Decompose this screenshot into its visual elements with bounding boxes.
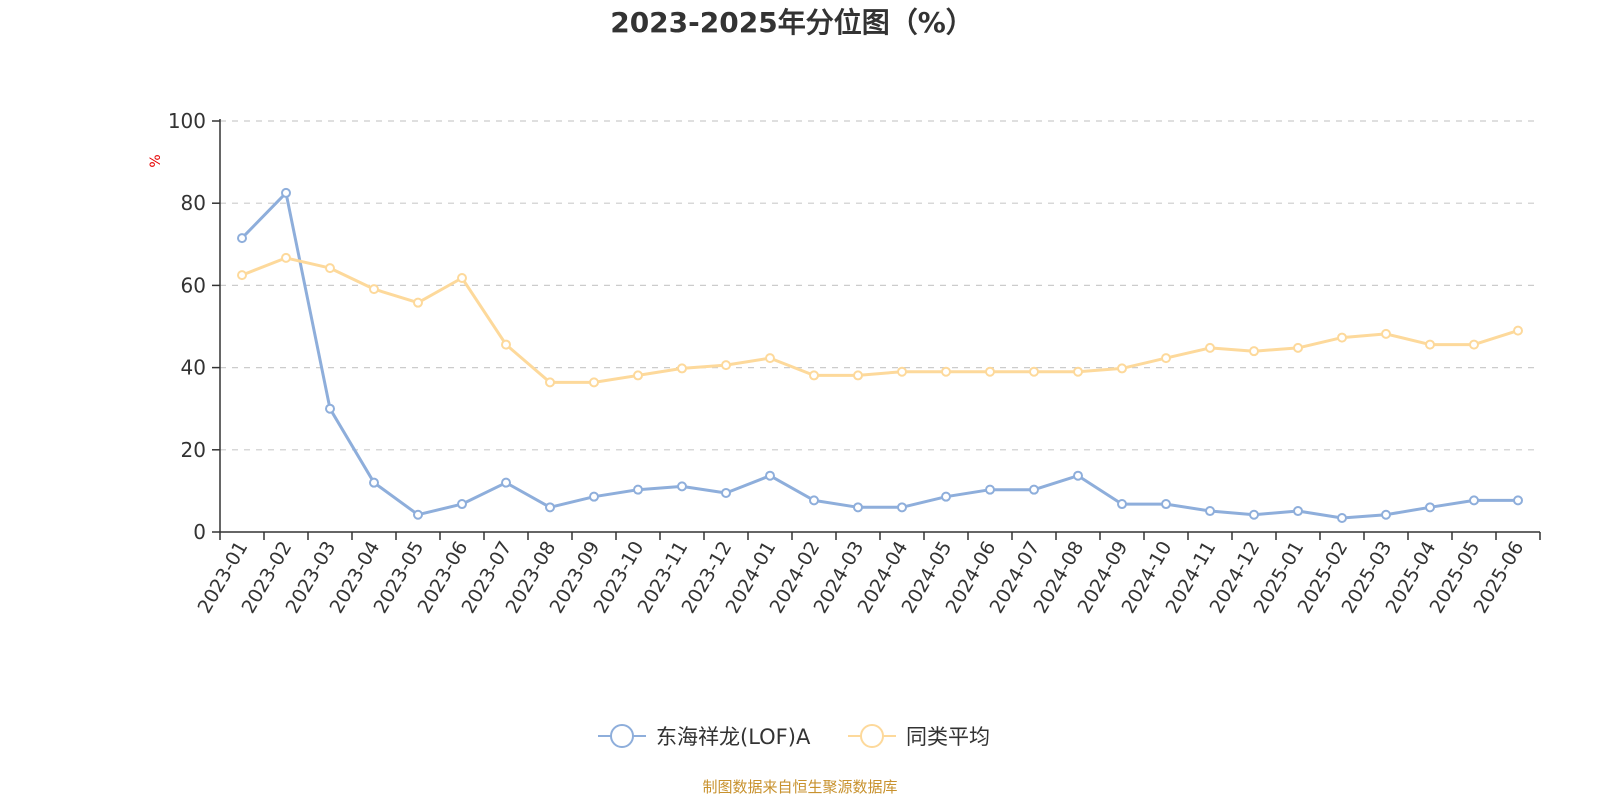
- data-point: [633, 370, 643, 381]
- data-point: [501, 477, 511, 488]
- chart-title: 2023-2025年分位图（%）: [610, 6, 974, 39]
- data-point: [1249, 509, 1259, 520]
- data-point: [589, 491, 599, 502]
- data-point: [1337, 513, 1347, 524]
- legend-item-1[interactable]: 东海祥龙(LOF)A: [598, 724, 811, 749]
- y-tick-label: 20: [181, 438, 206, 462]
- series-line-1: [240, 191, 1518, 520]
- data-point: [1469, 339, 1479, 350]
- data-point: [325, 263, 335, 274]
- data-point: [589, 377, 599, 388]
- data-point: [985, 484, 995, 495]
- data-point: [1029, 484, 1039, 495]
- data-point: [853, 502, 863, 513]
- data-point: [765, 353, 775, 364]
- data-point: [1425, 502, 1435, 513]
- data-point: [677, 363, 687, 374]
- data-point: [281, 187, 291, 198]
- data-point: [1117, 363, 1127, 374]
- data-point: [545, 377, 555, 388]
- data-point: [941, 366, 951, 377]
- data-point: [1381, 328, 1391, 339]
- legend-label: 同类平均: [906, 725, 990, 749]
- data-point: [1161, 499, 1171, 510]
- data-point: [809, 370, 819, 381]
- series-line-2: [241, 256, 1519, 384]
- x-axis-ticks: 2023-012023-022023-032023-042023-052023-…: [194, 532, 1541, 617]
- data-point: [1029, 366, 1039, 377]
- data-point: [633, 484, 643, 495]
- legend[interactable]: 东海祥龙(LOF)A 同类平均: [598, 724, 990, 749]
- data-point: [765, 470, 775, 481]
- legend-marker: [610, 724, 634, 748]
- data-point: [1205, 506, 1215, 517]
- data-point: [1425, 339, 1435, 350]
- legend-label: 东海祥龙(LOF)A: [656, 725, 811, 749]
- data-point: [1073, 366, 1083, 377]
- data-point: [1161, 353, 1171, 364]
- data-point: [897, 366, 907, 377]
- data-point: [1117, 499, 1127, 510]
- y-tick-label: 60: [181, 273, 206, 297]
- data-point: [1293, 506, 1303, 517]
- data-point: [1469, 495, 1479, 506]
- y-tick-label: 100: [168, 109, 206, 133]
- y-axis-ticks: 0 20 40 60 80 100: [168, 109, 220, 544]
- data-point: [853, 370, 863, 381]
- data-point: [721, 360, 731, 371]
- data-point: [721, 487, 731, 498]
- y-tick-label: 80: [181, 191, 206, 215]
- data-point: [237, 233, 247, 244]
- data-point: [237, 270, 247, 281]
- data-point: [545, 502, 555, 513]
- data-point: [809, 495, 819, 506]
- data-point: [457, 273, 467, 284]
- data-point: [1293, 342, 1303, 353]
- data-point: [1381, 509, 1391, 520]
- data-point: [413, 297, 423, 308]
- data-point: [1513, 325, 1523, 336]
- legend-item-2[interactable]: 同类平均: [848, 724, 990, 749]
- data-point: [501, 339, 511, 350]
- y-tick-label: 40: [181, 356, 206, 380]
- data-point: [1249, 346, 1259, 357]
- data-point: [1513, 495, 1523, 506]
- y-tick-label: 0: [193, 520, 206, 544]
- data-point: [941, 491, 951, 502]
- source-note: 制图数据来自恒生聚源数据库: [702, 778, 897, 796]
- data-point: [369, 477, 379, 488]
- data-point: [325, 403, 335, 414]
- data-point: [281, 252, 291, 263]
- data-point: [1205, 342, 1215, 353]
- data-point: [985, 366, 995, 377]
- gridlines: [220, 120, 1540, 451]
- data-point: [457, 499, 467, 510]
- y-axis-unit: %: [148, 154, 164, 167]
- data-point: [369, 284, 379, 295]
- series-layer: [237, 187, 1523, 524]
- data-point: [413, 509, 423, 520]
- legend-marker: [860, 724, 884, 748]
- axes: [219, 119, 1540, 533]
- data-point: [1337, 332, 1347, 343]
- data-point: [677, 481, 687, 492]
- data-point: [897, 502, 907, 513]
- data-point: [1073, 470, 1083, 481]
